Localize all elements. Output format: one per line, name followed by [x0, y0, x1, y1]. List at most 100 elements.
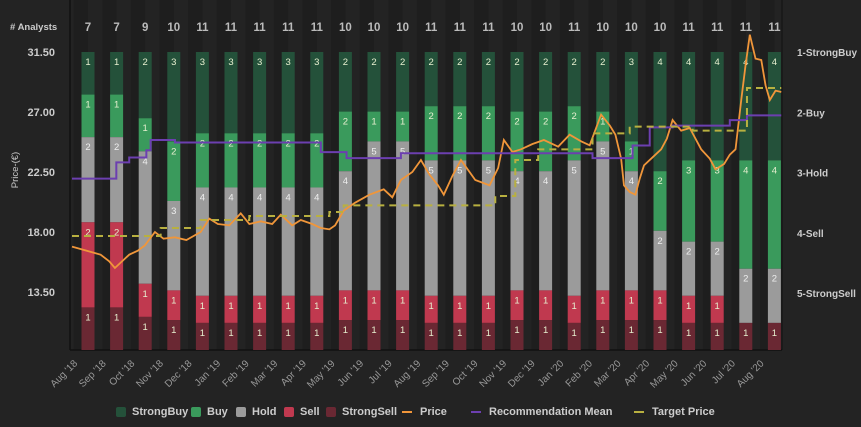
analyst-count-label: 9 — [142, 22, 148, 34]
bar-segment-buy — [481, 106, 495, 161]
bar-segment-hold — [195, 187, 209, 296]
bar-segment-label: 1 — [286, 328, 291, 339]
bar-segment-label: 1 — [629, 295, 634, 306]
bar-segment-strongsell — [767, 322, 781, 350]
strongbuy-swatch — [116, 407, 126, 417]
bar-segment-label: 2 — [686, 247, 691, 258]
bar-segment-buy — [167, 141, 181, 201]
bar-segment-label: 1 — [114, 100, 119, 111]
legend-item-hold[interactable]: Hold — [236, 406, 276, 418]
right-axis-label: 2-Buy — [797, 108, 825, 119]
analyst-count-label: 10 — [596, 22, 609, 34]
bar-segment-strongbuy — [539, 52, 553, 112]
bar-segment-label: 4 — [257, 192, 262, 203]
legend-item-price[interactable]: Price — [402, 406, 447, 418]
bar-segment-label: 4 — [657, 57, 662, 68]
x-tick-label: Oct '19 — [451, 358, 481, 388]
bar-segment-label: 1 — [200, 301, 205, 312]
bar-segment-label: 2 — [772, 274, 777, 285]
bar-segment-label: 1 — [400, 117, 405, 128]
y-tick-label: 18.00 — [27, 227, 55, 239]
bar-segment-buy — [767, 160, 781, 269]
bar-segment-strongbuy — [367, 52, 381, 112]
legend-item-buy[interactable]: Buy — [191, 406, 228, 418]
bar-segment-label: 2 — [486, 111, 491, 122]
legend-item-strongsell[interactable]: StrongSell — [326, 406, 397, 418]
bar-segment-label: 1 — [514, 325, 519, 336]
bar-segment-label: 4 — [228, 192, 233, 203]
bar-segment-strongsell — [110, 307, 124, 350]
bar-segment-label: 1 — [457, 301, 462, 312]
bar-segment-hold — [481, 160, 495, 296]
bar-segment-buy — [110, 94, 124, 138]
legend-item-sell[interactable]: Sell — [284, 406, 320, 418]
bar-segment-label: 1 — [572, 301, 577, 312]
bar-segment-label: 1 — [400, 295, 405, 306]
bar-segment-label: 2 — [114, 227, 119, 238]
analyst-count-label: 7 — [85, 22, 91, 34]
bar-segment-strongsell — [596, 320, 610, 350]
analyst-count-label: 10 — [167, 22, 180, 34]
x-tick-label: Jun '19 — [336, 358, 367, 389]
x-tick-label: Nov '18 — [134, 358, 166, 390]
x-tick-label: Nov '19 — [478, 358, 510, 390]
x-tick-label: Jan '20 — [536, 358, 567, 389]
analyst-count-label: 11 — [311, 22, 324, 34]
bar-segment-label: 1 — [400, 325, 405, 336]
bar-segment-label: 1 — [572, 328, 577, 339]
x-tick-label: May '19 — [305, 358, 338, 391]
bar-segment-label: 2 — [600, 57, 605, 68]
analyst-count-label: 11 — [568, 22, 581, 34]
sell-swatch — [284, 407, 294, 417]
analysts-label: # Analysts — [10, 22, 57, 33]
bar-segment-hold — [539, 171, 553, 291]
legend-item-target-price[interactable]: Target Price — [634, 406, 715, 418]
bar-segment-label: 2 — [400, 57, 405, 68]
bar-segment-label: 1 — [600, 117, 605, 128]
bar-segment-label: 2 — [343, 117, 348, 128]
bar-segment-strongsell — [624, 320, 638, 350]
bar-segment-label: 1 — [371, 295, 376, 306]
bar-segment-strongsell — [396, 320, 410, 350]
x-tick-label: Aug '18 — [49, 358, 81, 390]
x-tick-label: Mar '19 — [249, 358, 280, 389]
bar-segment-label: 3 — [228, 57, 233, 68]
bar-segment-label: 2 — [514, 117, 519, 128]
bar-segment-label: 2 — [371, 57, 376, 68]
analyst-count-label: 11 — [254, 22, 267, 34]
bar-segment-strongsell — [739, 322, 753, 350]
bar-segment-label: 1 — [143, 322, 148, 333]
legend-label: Buy — [207, 406, 228, 418]
bar-segment-strongbuy — [567, 52, 581, 107]
x-tick-label: Feb '20 — [564, 358, 595, 389]
bar-segment-label: 2 — [514, 57, 519, 68]
bar-segment-hold — [739, 268, 753, 323]
bar-segment-hold — [396, 141, 410, 291]
bar-segment-label: 1 — [85, 100, 90, 111]
bar-segment-label: 1 — [629, 325, 634, 336]
analyst-count-label: 10 — [539, 22, 552, 34]
bar-segment-label: 4 — [143, 156, 148, 167]
legend-item-recommendation-mean[interactable]: Recommendation Mean — [471, 406, 612, 418]
bar-segment-hold — [453, 160, 467, 296]
legend-label: Hold — [252, 406, 277, 418]
bar-segment-buy — [510, 111, 524, 172]
bar-segment-label: 2 — [715, 247, 720, 258]
x-tick-label: Sep '18 — [77, 358, 109, 390]
bar-segment-sell — [253, 295, 267, 323]
bar-segment-label: 2 — [457, 111, 462, 122]
bar-segment-strongsell — [424, 322, 438, 350]
analyst-count-label: 10 — [396, 22, 409, 34]
bar-segment-hold — [138, 151, 152, 284]
analyst-count-label: 7 — [113, 22, 119, 34]
bar-segment-label: 2 — [200, 138, 205, 149]
target-price-line-swatch — [634, 411, 644, 413]
bar-segment-strongsell — [195, 322, 209, 350]
analyst-count-label: 11 — [683, 22, 696, 34]
bar-segment-label: 1 — [657, 295, 662, 306]
bar-segment-label: 1 — [143, 289, 148, 300]
bar-segment-hold — [110, 137, 124, 223]
legend-item-strongbuy[interactable]: StrongBuy — [116, 406, 188, 418]
bar-segment-label: 3 — [686, 165, 691, 176]
